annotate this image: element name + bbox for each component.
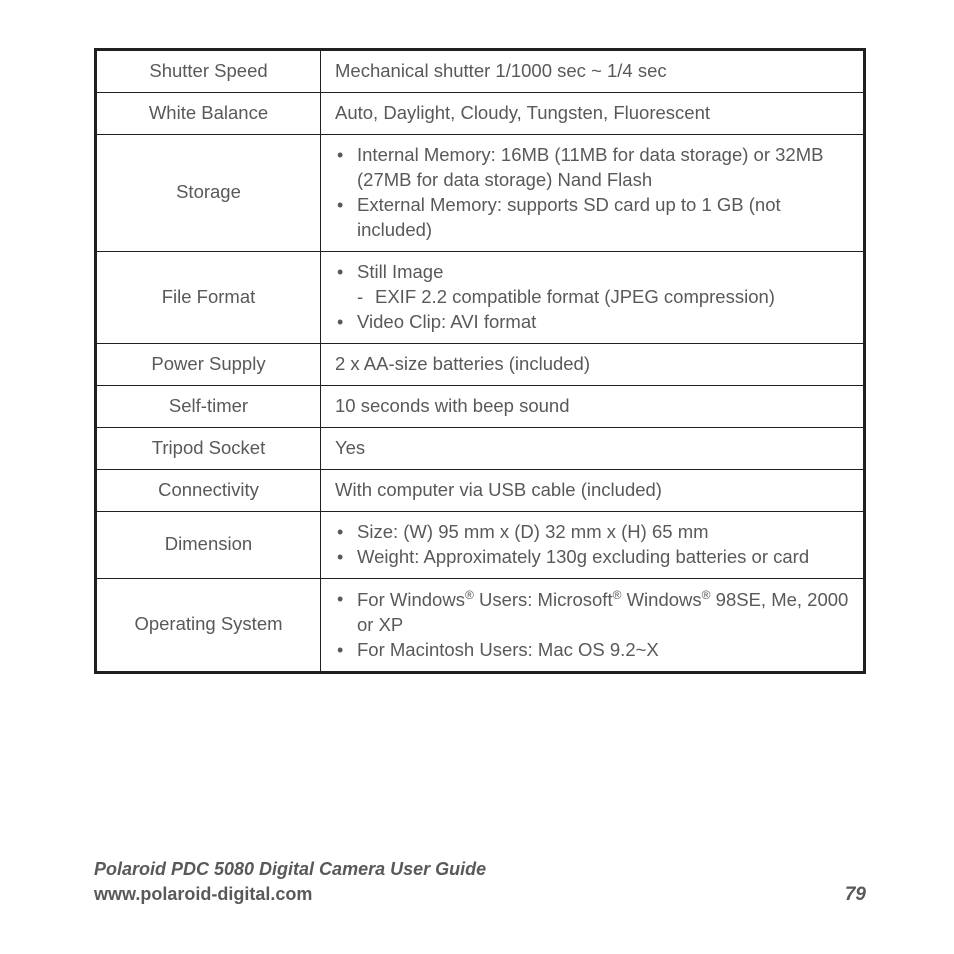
spec-value: Yes bbox=[321, 427, 865, 469]
bullet-item: Still ImageEXIF 2.2 compatible format (J… bbox=[335, 260, 851, 310]
spec-value: Internal Memory: 16MB (11MB for data sto… bbox=[321, 134, 865, 251]
bullet-item: Weight: Approximately 130g excluding bat… bbox=[335, 545, 851, 570]
spec-label: Power Supply bbox=[96, 343, 321, 385]
footer-page-number: 79 bbox=[845, 884, 866, 906]
sub-list: EXIF 2.2 compatible format (JPEG compres… bbox=[357, 285, 851, 310]
spec-label: Connectivity bbox=[96, 469, 321, 511]
spec-table-body: Shutter SpeedMechanical shutter 1/1000 s… bbox=[96, 50, 865, 673]
table-row: Self-timer10 seconds with beep sound bbox=[96, 385, 865, 427]
table-row: ConnectivityWith computer via USB cable … bbox=[96, 469, 865, 511]
bullet-list: Still ImageEXIF 2.2 compatible format (J… bbox=[335, 260, 851, 335]
spec-value: 2 x AA-size batteries (included) bbox=[321, 343, 865, 385]
spec-value: Still ImageEXIF 2.2 compatible format (J… bbox=[321, 251, 865, 343]
table-row: Power Supply2 x AA-size batteries (inclu… bbox=[96, 343, 865, 385]
spec-value: 10 seconds with beep sound bbox=[321, 385, 865, 427]
table-row: Storage Internal Memory: 16MB (11MB for d… bbox=[96, 134, 865, 251]
spec-label: Dimension bbox=[96, 511, 321, 578]
table-row: White BalanceAuto, Daylight, Cloudy, Tun… bbox=[96, 92, 865, 134]
spec-value: Auto, Daylight, Cloudy, Tungsten, Fluore… bbox=[321, 92, 865, 134]
page-footer: Polaroid PDC 5080 Digital Camera User Gu… bbox=[94, 857, 866, 906]
bullet-item: Video Clip: AVI format bbox=[335, 310, 851, 335]
spec-value: Mechanical shutter 1/1000 sec ~ 1/4 sec bbox=[321, 50, 865, 93]
footer-left: Polaroid PDC 5080 Digital Camera User Gu… bbox=[94, 857, 486, 906]
bullet-item: Size: (W) 95 mm x (D) 32 mm x (H) 65 mm bbox=[335, 520, 851, 545]
spec-value: For Windows® Users: Microsoft® Windows® … bbox=[321, 578, 865, 672]
spec-label: File Format bbox=[96, 251, 321, 343]
table-row: Tripod SocketYes bbox=[96, 427, 865, 469]
bullet-item: Internal Memory: 16MB (11MB for data sto… bbox=[335, 143, 851, 193]
bullet-list: For Windows® Users: Microsoft® Windows® … bbox=[335, 587, 851, 663]
bullet-item: For Macintosh Users: Mac OS 9.2~X bbox=[335, 638, 851, 663]
table-row: Operating System For Windows® Users: Micr… bbox=[96, 578, 865, 672]
footer-url: www.polaroid-digital.com bbox=[94, 882, 486, 906]
bullet-list: Size: (W) 95 mm x (D) 32 mm x (H) 65 mmW… bbox=[335, 520, 851, 570]
table-row: Shutter SpeedMechanical shutter 1/1000 s… bbox=[96, 50, 865, 93]
spec-label: Storage bbox=[96, 134, 321, 251]
bullet-list: Internal Memory: 16MB (11MB for data sto… bbox=[335, 143, 851, 243]
spec-label: Self-timer bbox=[96, 385, 321, 427]
footer-title: Polaroid PDC 5080 Digital Camera User Gu… bbox=[94, 857, 486, 881]
sub-item: EXIF 2.2 compatible format (JPEG compres… bbox=[357, 285, 851, 310]
spec-value: Size: (W) 95 mm x (D) 32 mm x (H) 65 mmW… bbox=[321, 511, 865, 578]
table-row: Dimension Size: (W) 95 mm x (D) 32 mm x (… bbox=[96, 511, 865, 578]
table-row: File Format Still ImageEXIF 2.2 compatibl… bbox=[96, 251, 865, 343]
spec-label: Operating System bbox=[96, 578, 321, 672]
spec-label: Tripod Socket bbox=[96, 427, 321, 469]
bullet-item: For Windows® Users: Microsoft® Windows® … bbox=[335, 587, 851, 638]
spec-table: Shutter SpeedMechanical shutter 1/1000 s… bbox=[94, 48, 866, 674]
spec-label: White Balance bbox=[96, 92, 321, 134]
bullet-item: External Memory: supports SD card up to … bbox=[335, 193, 851, 243]
spec-value: With computer via USB cable (included) bbox=[321, 469, 865, 511]
spec-label: Shutter Speed bbox=[96, 50, 321, 93]
